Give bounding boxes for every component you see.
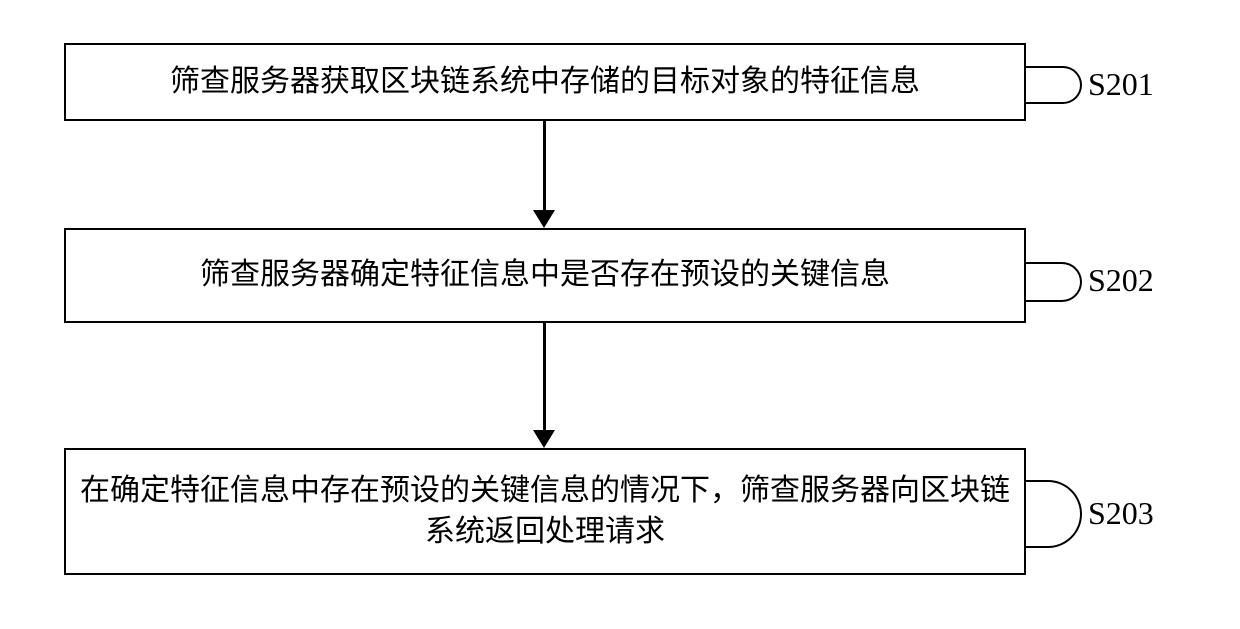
flow-node-s202: 筛查服务器确定特征信息中是否存在预设的关键信息 bbox=[64, 228, 1026, 323]
arrow-line-1to2 bbox=[543, 121, 546, 210]
label-connector-s203 bbox=[1026, 480, 1082, 548]
arrow-head-2to3 bbox=[533, 430, 555, 448]
flowchart-canvas: 筛查服务器获取区块链系统中存储的目标对象的特征信息 S201 筛查服务器确定特征… bbox=[0, 0, 1240, 629]
label-connector-s201 bbox=[1026, 66, 1082, 104]
step-label-s202: S202 bbox=[1088, 262, 1154, 299]
arrow-line-2to3 bbox=[543, 323, 546, 430]
flow-node-text: 在确定特征信息中存在预设的关键信息的情况下，筛查服务器向区块链系统返回处理请求 bbox=[76, 471, 1014, 552]
flow-node-text: 筛查服务器确定特征信息中是否存在预设的关键信息 bbox=[200, 255, 890, 296]
step-label-s201: S201 bbox=[1088, 66, 1154, 103]
flow-node-text: 筛查服务器获取区块链系统中存储的目标对象的特征信息 bbox=[170, 62, 920, 103]
step-label-s203: S203 bbox=[1088, 495, 1154, 532]
label-connector-s202 bbox=[1026, 262, 1082, 302]
arrow-head-1to2 bbox=[533, 210, 555, 228]
flow-node-s201: 筛查服务器获取区块链系统中存储的目标对象的特征信息 bbox=[64, 43, 1026, 121]
flow-node-s203: 在确定特征信息中存在预设的关键信息的情况下，筛查服务器向区块链系统返回处理请求 bbox=[64, 448, 1026, 575]
